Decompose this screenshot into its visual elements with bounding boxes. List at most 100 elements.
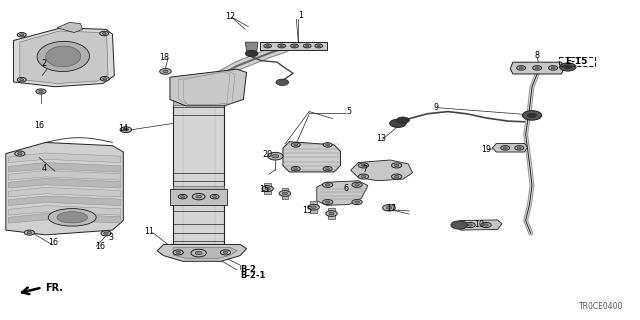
Circle shape [564, 65, 572, 69]
Circle shape [527, 113, 536, 118]
Ellipse shape [45, 46, 81, 67]
Circle shape [325, 184, 330, 186]
Circle shape [315, 44, 323, 48]
Circle shape [180, 196, 185, 198]
Polygon shape [173, 186, 224, 191]
Circle shape [358, 174, 369, 179]
Polygon shape [170, 69, 246, 106]
Text: 16: 16 [48, 238, 58, 247]
Circle shape [355, 184, 359, 186]
Circle shape [24, 230, 35, 235]
Text: B-2: B-2 [240, 265, 256, 274]
Circle shape [104, 232, 108, 235]
Text: 20: 20 [262, 150, 273, 159]
Polygon shape [173, 95, 224, 249]
Circle shape [294, 168, 298, 170]
Polygon shape [8, 188, 121, 197]
Circle shape [17, 153, 22, 155]
Circle shape [503, 147, 508, 149]
Circle shape [17, 33, 26, 37]
Circle shape [102, 33, 106, 35]
Circle shape [292, 45, 296, 47]
Circle shape [268, 152, 283, 160]
Polygon shape [317, 181, 368, 205]
Circle shape [326, 144, 330, 146]
Circle shape [548, 66, 557, 70]
Circle shape [517, 147, 521, 149]
Circle shape [291, 166, 300, 171]
Circle shape [551, 67, 555, 69]
Text: 10: 10 [475, 220, 484, 229]
Circle shape [120, 127, 132, 132]
Polygon shape [8, 213, 121, 223]
Polygon shape [328, 208, 335, 219]
Polygon shape [173, 248, 237, 259]
Text: 12: 12 [225, 12, 236, 21]
Circle shape [394, 175, 399, 178]
Polygon shape [8, 205, 121, 215]
Circle shape [282, 192, 287, 195]
Circle shape [329, 212, 334, 215]
Text: 5: 5 [346, 107, 351, 116]
Circle shape [20, 79, 24, 81]
Polygon shape [8, 171, 121, 180]
Text: B-2-1: B-2-1 [240, 271, 266, 280]
Circle shape [352, 199, 362, 204]
Circle shape [303, 44, 311, 48]
Bar [559, 57, 595, 66]
Polygon shape [6, 142, 124, 235]
Circle shape [160, 68, 172, 74]
Circle shape [262, 186, 273, 192]
Circle shape [223, 251, 228, 253]
Circle shape [266, 45, 269, 47]
Circle shape [481, 222, 491, 228]
Circle shape [352, 182, 362, 188]
Circle shape [317, 45, 321, 47]
Circle shape [212, 196, 217, 198]
Circle shape [326, 168, 330, 170]
Circle shape [392, 163, 402, 168]
Circle shape [515, 146, 524, 150]
Text: 4: 4 [42, 164, 47, 173]
Polygon shape [260, 42, 326, 50]
Circle shape [386, 206, 392, 209]
Text: 7: 7 [362, 165, 367, 174]
Circle shape [17, 77, 26, 82]
Circle shape [100, 76, 109, 81]
Text: 18: 18 [159, 53, 169, 62]
Polygon shape [264, 183, 271, 195]
Polygon shape [8, 163, 121, 172]
Circle shape [101, 231, 111, 236]
Circle shape [191, 249, 206, 257]
Circle shape [308, 204, 319, 210]
Polygon shape [13, 28, 115, 87]
Polygon shape [492, 143, 527, 152]
Circle shape [176, 251, 180, 253]
Circle shape [323, 166, 332, 171]
Circle shape [291, 143, 300, 147]
Polygon shape [20, 31, 108, 84]
Circle shape [397, 117, 410, 123]
Ellipse shape [48, 209, 96, 226]
Circle shape [103, 78, 107, 80]
Circle shape [535, 67, 539, 69]
Circle shape [220, 250, 230, 255]
Polygon shape [8, 196, 121, 205]
Text: 15: 15 [302, 206, 312, 215]
Circle shape [20, 34, 24, 36]
Circle shape [124, 128, 129, 131]
Text: 19: 19 [481, 145, 491, 154]
Circle shape [361, 175, 365, 178]
Circle shape [361, 164, 365, 167]
Circle shape [38, 90, 44, 93]
Circle shape [516, 66, 525, 70]
Circle shape [522, 111, 541, 120]
Text: TR0CE0400: TR0CE0400 [579, 302, 623, 311]
Circle shape [27, 231, 32, 234]
Circle shape [326, 211, 337, 216]
Circle shape [392, 174, 402, 179]
Circle shape [390, 119, 406, 127]
Circle shape [36, 89, 46, 94]
Polygon shape [351, 160, 413, 181]
Circle shape [279, 191, 291, 196]
